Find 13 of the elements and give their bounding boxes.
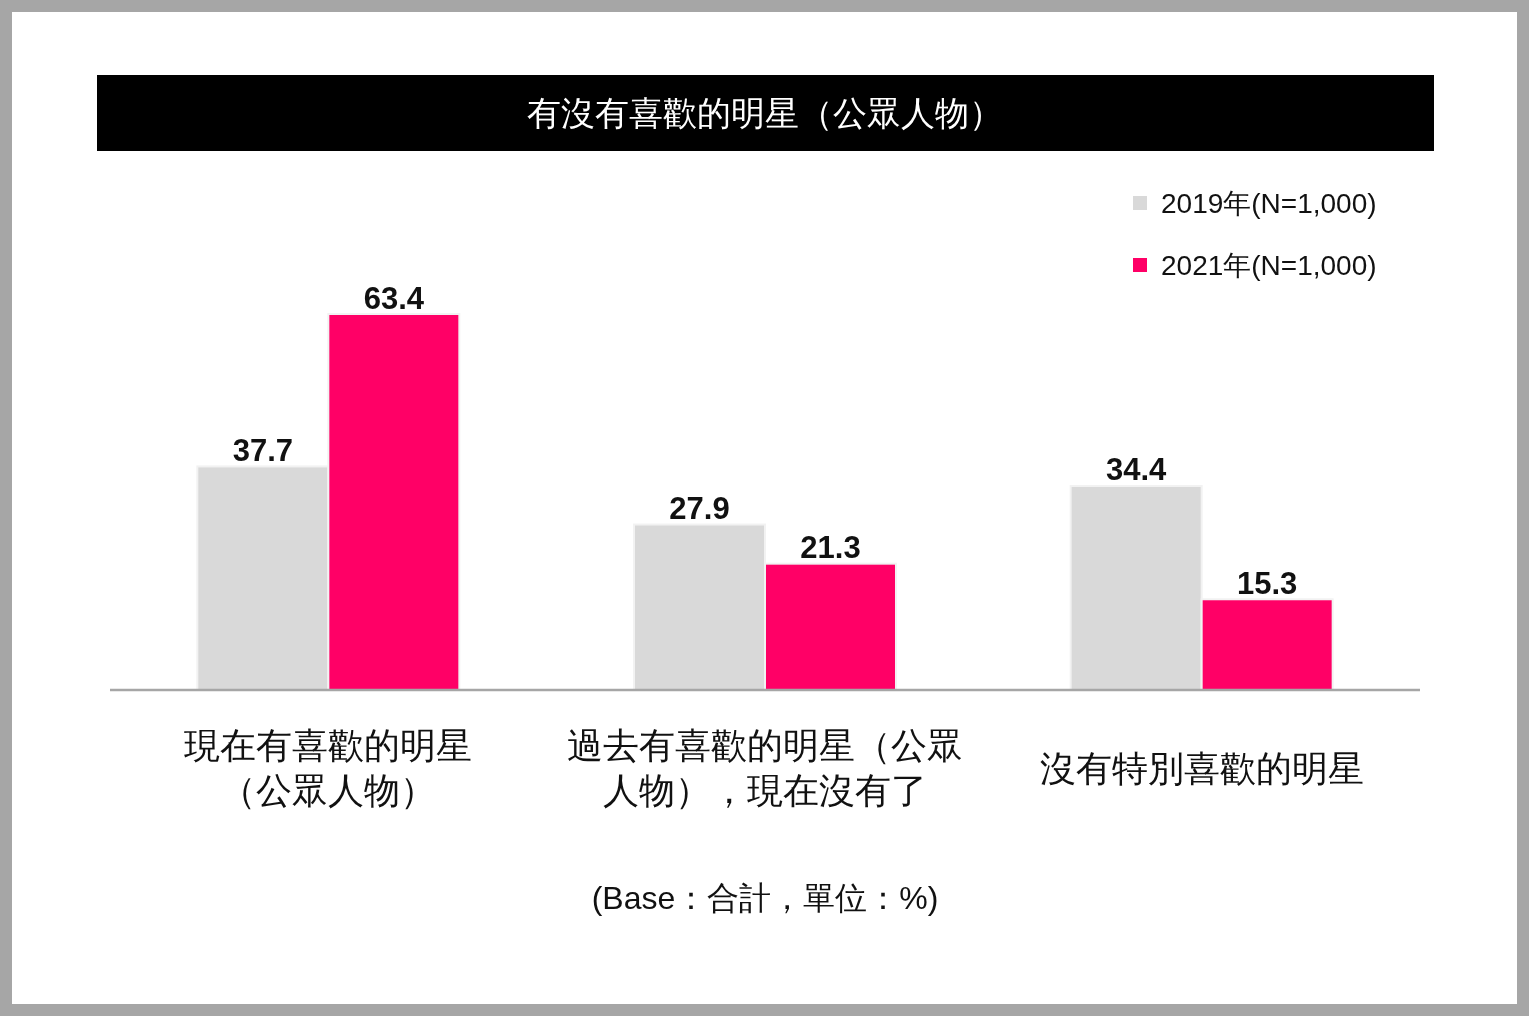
data-label: 21.3 <box>800 530 861 566</box>
legend-label: 2021年(N=1,000) <box>1161 249 1377 281</box>
text: (Base：合計，單位：%) <box>591 880 939 916</box>
data-label: 15.3 <box>1236 565 1298 601</box>
data-label: 37.7 <box>232 432 294 468</box>
data-label: 63.4 <box>363 280 425 316</box>
x-tick-label: 過去有喜歡的明星（公眾人物），現在沒有了 <box>566 724 964 813</box>
data-label: 34.4 <box>1105 452 1168 488</box>
x-tick-label: 沒有特別喜歡的明星 <box>1038 746 1365 791</box>
legend-label: 2019年(N=1,000) <box>1161 187 1377 219</box>
chart-title: 有沒有喜歡的明星（公眾人物） <box>527 94 1003 132</box>
x-tick-label: 現在有喜歡的明星（公眾人物） <box>183 724 474 813</box>
data-label: 27.9 <box>669 491 730 527</box>
